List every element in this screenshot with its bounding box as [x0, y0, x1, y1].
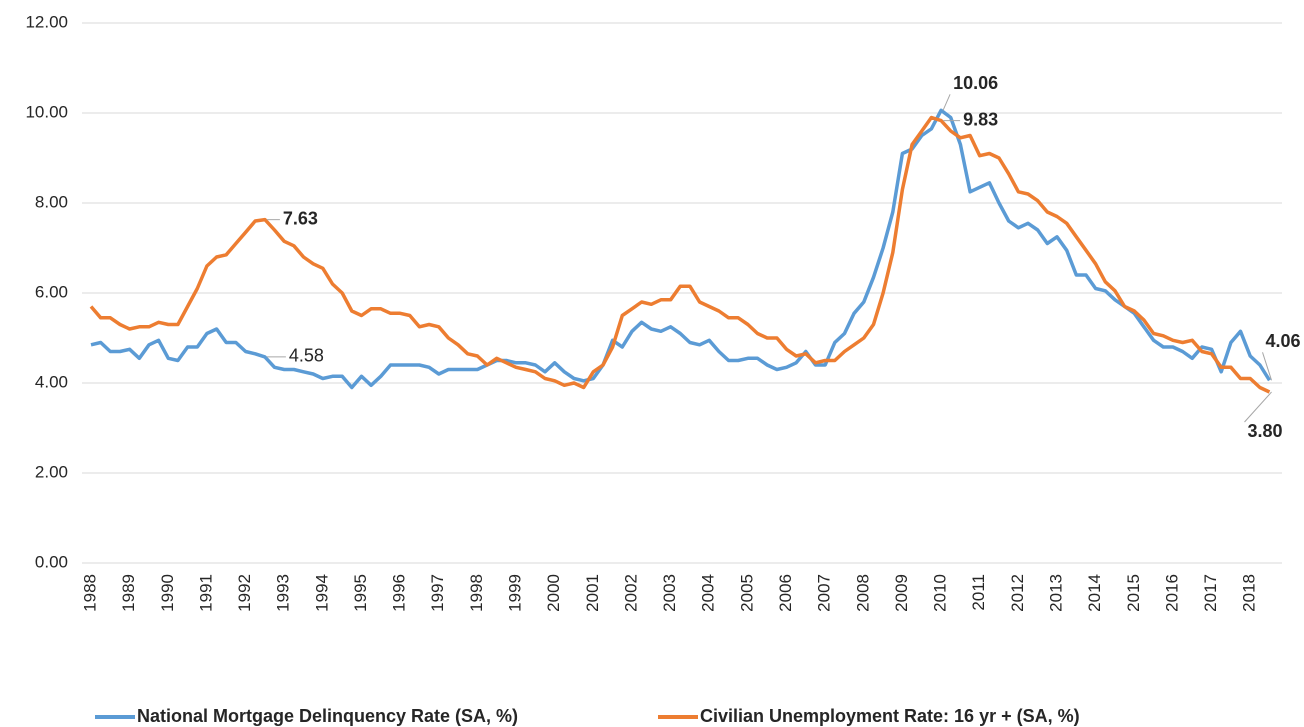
x-tick-label: 2004 [699, 574, 718, 612]
legend-label: Civilian Unemployment Rate: 16 yr + (SA,… [700, 706, 1080, 726]
x-tick-label: 2007 [815, 574, 834, 612]
leader-line [1244, 391, 1272, 423]
x-tick-label: 2013 [1046, 574, 1065, 612]
x-tick-label: 2014 [1085, 574, 1104, 612]
x-tick-label: 2003 [660, 574, 679, 612]
x-tick-label: 1995 [351, 574, 370, 612]
leader-line [1262, 352, 1272, 381]
y-tick-label: 10.00 [25, 102, 68, 121]
x-tick-label: 1997 [428, 574, 447, 612]
data-label: 9.83 [963, 109, 998, 129]
data-label: 10.06 [953, 73, 998, 93]
x-tick-label: 2008 [853, 574, 872, 612]
x-tick-label: 2002 [621, 574, 640, 612]
x-tick-label: 1988 [80, 574, 99, 612]
x-tick-label: 1993 [274, 574, 293, 612]
x-tick-label: 2001 [583, 574, 602, 612]
x-tick-label: 2009 [892, 574, 911, 612]
x-tick-label: 1994 [312, 574, 331, 612]
x-tick-label: 1990 [158, 574, 177, 612]
x-tick-label: 2000 [544, 574, 563, 612]
x-tick-label: 1991 [196, 574, 215, 612]
series-line [89, 115, 1271, 394]
x-tick-label: 2016 [1162, 574, 1181, 612]
y-tick-label: 6.00 [35, 282, 68, 301]
x-tick-label: 2012 [1008, 574, 1027, 612]
y-tick-label: 2.00 [35, 462, 68, 481]
x-tick-label: 2010 [931, 574, 950, 612]
x-tick-label: 2018 [1240, 574, 1259, 612]
x-tick-label: 2015 [1124, 574, 1143, 612]
x-tick-label: 1992 [235, 574, 254, 612]
x-tick-label: 1996 [390, 574, 409, 612]
y-tick-label: 8.00 [35, 192, 68, 211]
y-tick-label: 0.00 [35, 552, 68, 571]
leader-line [942, 94, 951, 111]
y-tick-label: 12.00 [25, 12, 68, 31]
x-tick-label: 1999 [506, 574, 525, 612]
data-label: 3.80 [1248, 421, 1283, 441]
y-tick-label: 4.00 [35, 372, 68, 391]
data-label: 7.63 [283, 208, 318, 228]
legend-label: National Mortgage Delinquency Rate (SA, … [137, 706, 518, 726]
data-label: 4.06 [1266, 331, 1301, 351]
x-tick-label: 2005 [737, 574, 756, 612]
series-line [90, 108, 1271, 390]
data-label: 4.58 [289, 346, 324, 366]
x-tick-label: 2017 [1201, 574, 1220, 612]
x-tick-label: 2006 [776, 574, 795, 612]
x-tick-label: 1989 [119, 574, 138, 612]
x-tick-label: 2011 [969, 574, 988, 611]
x-tick-label: 1998 [467, 574, 486, 612]
